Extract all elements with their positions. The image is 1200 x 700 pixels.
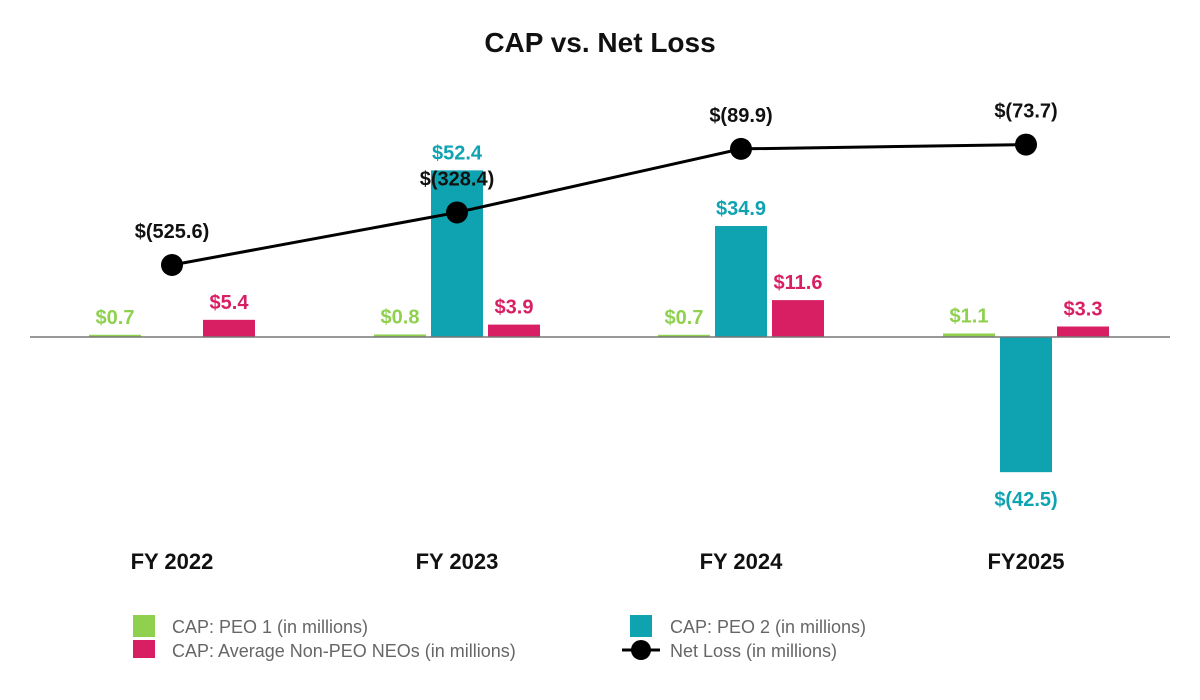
legend-marker-net-loss	[631, 640, 651, 660]
bar-nonpeo-3	[1057, 326, 1109, 337]
legend-swatch-nonpeo	[133, 640, 155, 658]
bar-label-nonpeo-0: $5.4	[210, 292, 250, 314]
net-loss-label-2: $(89.9)	[709, 105, 772, 127]
bar-peo2-3	[1000, 337, 1052, 473]
legend: CAP: PEO 1 (in millions) CAP: Average Non…	[133, 615, 866, 661]
category-label-3: FY2025	[987, 549, 1064, 574]
bar-label-peo2-1: $52.4	[432, 142, 483, 164]
category-label-2: FY 2024	[700, 549, 784, 574]
bar-nonpeo-0	[203, 319, 255, 337]
bar-peo1-1	[374, 334, 426, 337]
net-loss-line	[171, 143, 1027, 267]
net-loss-line-layer: $(525.6) $(328.4) $(89.9) $(73.7)	[135, 101, 1058, 276]
bar-label-peo2-3: $(42.5)	[994, 489, 1057, 511]
net-loss-label-3: $(73.7)	[994, 101, 1057, 123]
bar-peo1-2	[658, 334, 710, 337]
bar-labels-layer: $0.7 $0.8 $0.7 $1.1 $52.4 $34.9 $(42.5) $5.4 $3.…	[96, 142, 1103, 511]
bar-nonpeo-2	[772, 300, 824, 337]
bar-nonpeo-1	[488, 324, 540, 337]
category-labels: FY 2022 FY 2023 FY 2024 FY2025	[131, 549, 1065, 574]
net-loss-point-3	[1015, 133, 1037, 156]
chart-title: CAP vs. Net Loss	[484, 27, 715, 58]
bar-peo1-3	[943, 333, 995, 337]
bar-label-nonpeo-3: $3.3	[1064, 299, 1103, 321]
category-label-0: FY 2022	[131, 549, 214, 574]
bar-label-nonpeo-2: $11.6	[774, 272, 823, 294]
net-loss-label-1: $(328.4)	[420, 168, 495, 190]
bar-peo2-1	[431, 170, 483, 337]
bar-peo2-2	[715, 226, 767, 337]
category-label-1: FY 2023	[416, 549, 499, 574]
net-loss-point-0	[161, 254, 183, 276]
legend-swatch-peo1	[133, 615, 155, 637]
bars-layer	[89, 170, 1109, 473]
legend-label-nonpeo: CAP: Average Non-PEO NEOs (in millions)	[172, 641, 516, 661]
bar-peo1-0	[89, 334, 141, 337]
legend-label-peo1: CAP: PEO 1 (in millions)	[172, 617, 368, 637]
bar-label-peo1-0: $0.7	[96, 307, 135, 329]
net-loss-label-0: $(525.6)	[135, 221, 210, 243]
bar-label-peo1-1: $0.8	[381, 306, 420, 328]
bar-label-peo1-2: $0.7	[665, 307, 704, 329]
bar-label-peo2-2: $34.9	[716, 198, 766, 220]
legend-swatch-peo2	[630, 615, 652, 637]
bar-label-nonpeo-1: $3.9	[495, 297, 534, 319]
legend-label-net-loss: Net Loss (in millions)	[670, 641, 837, 661]
net-loss-point-1	[446, 201, 468, 224]
net-loss-point-2	[730, 137, 752, 160]
legend-label-peo2: CAP: PEO 2 (in millions)	[670, 617, 866, 637]
bar-label-peo1-3: $1.1	[950, 306, 989, 328]
